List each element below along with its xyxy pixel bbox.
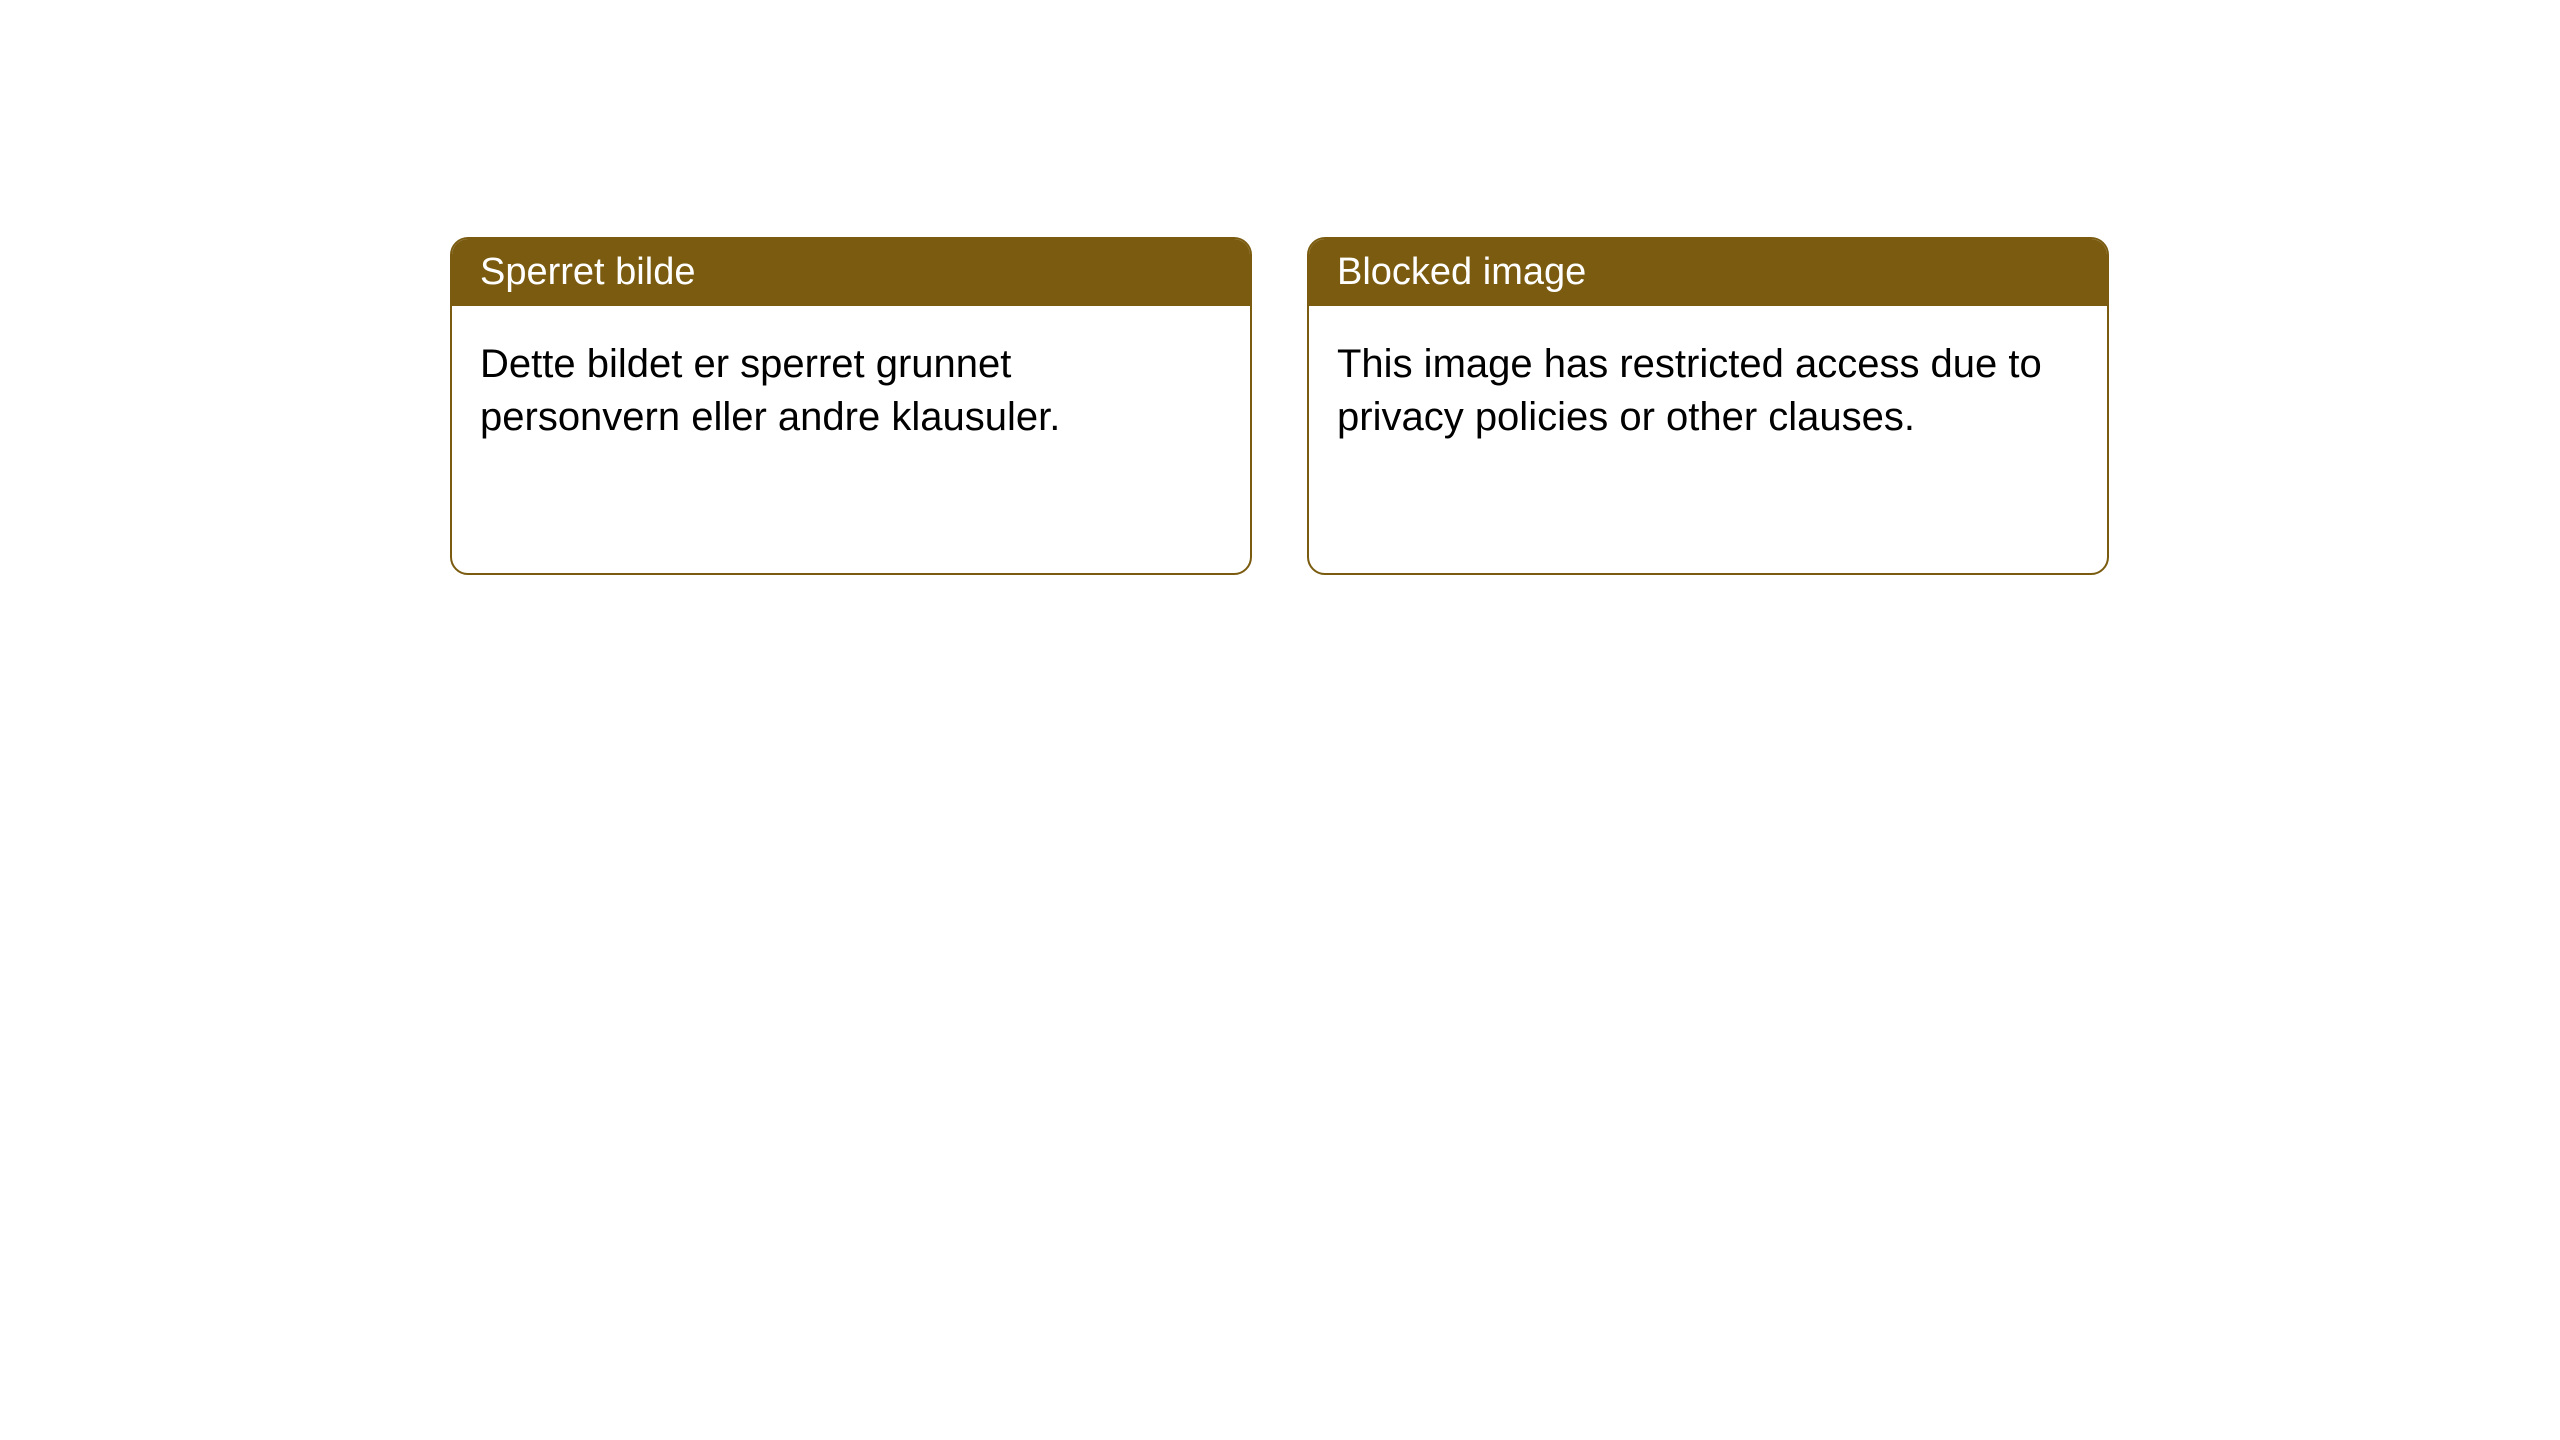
notice-body: This image has restricted access due to … [1309,306,2107,476]
notice-card-english: Blocked image This image has restricted … [1307,237,2109,575]
notice-body-text: This image has restricted access due to … [1337,342,2042,439]
notice-title: Sperret bilde [480,251,695,293]
notice-body-text: Dette bildet er sperret grunnet personve… [480,342,1060,439]
notice-card-norwegian: Sperret bilde Dette bildet er sperret gr… [450,237,1252,575]
notice-header: Blocked image [1309,239,2107,306]
notice-container: Sperret bilde Dette bildet er sperret gr… [0,0,2560,575]
notice-body: Dette bildet er sperret grunnet personve… [452,306,1250,476]
notice-header: Sperret bilde [452,239,1250,306]
notice-title: Blocked image [1337,251,1586,293]
